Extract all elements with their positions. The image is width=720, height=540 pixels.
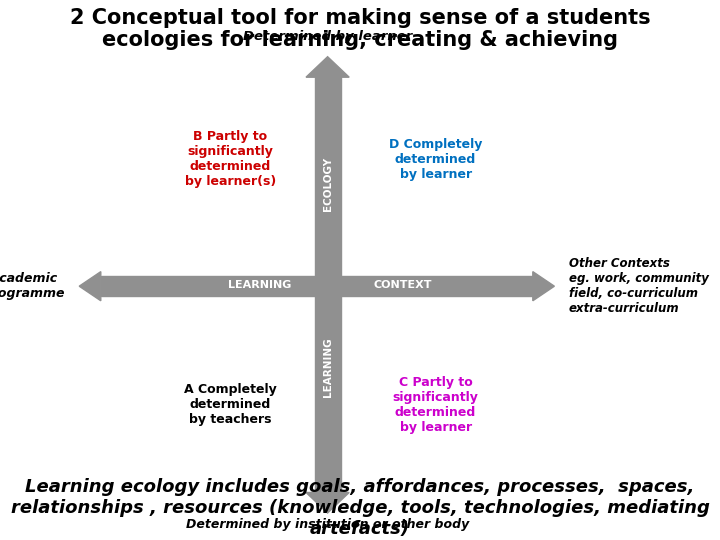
Text: ecologies for learning, creating & achieving: ecologies for learning, creating & achie… (102, 30, 618, 50)
Text: Academic
Programme: Academic Programme (0, 272, 65, 300)
Text: A Completely
determined
by teachers: A Completely determined by teachers (184, 383, 276, 427)
Text: D Completely
determined
by learner: D Completely determined by learner (389, 138, 482, 181)
Text: Determined by learner: Determined by learner (243, 30, 413, 43)
Text: 2 Conceptual tool for making sense of a students: 2 Conceptual tool for making sense of a … (70, 8, 650, 28)
Polygon shape (306, 57, 349, 77)
Text: artefacts): artefacts) (310, 520, 410, 538)
Text: Learning ecology includes goals, affordances, processes,  spaces,: Learning ecology includes goals, afforda… (25, 478, 695, 496)
Text: Determined by institution or other body: Determined by institution or other body (186, 518, 469, 531)
FancyBboxPatch shape (101, 276, 533, 296)
Text: ECOLOGY: ECOLOGY (323, 157, 333, 211)
Polygon shape (533, 272, 554, 301)
Text: Other Contexts
eg. work, community
field, co-curriculum
extra-curriculum: Other Contexts eg. work, community field… (569, 257, 708, 315)
Text: CONTEXT: CONTEXT (374, 280, 433, 290)
Text: relationships , resources (knowledge, tools, technologies, mediating: relationships , resources (knowledge, to… (11, 499, 709, 517)
Text: C Partly to
significantly
determined
by learner: C Partly to significantly determined by … (392, 376, 479, 434)
Polygon shape (306, 492, 349, 513)
FancyBboxPatch shape (315, 77, 341, 492)
Text: LEARNING: LEARNING (323, 338, 333, 397)
Text: B Partly to
significantly
determined
by learner(s): B Partly to significantly determined by … (185, 130, 276, 188)
Polygon shape (79, 272, 101, 301)
Text: LEARNING: LEARNING (228, 280, 291, 290)
